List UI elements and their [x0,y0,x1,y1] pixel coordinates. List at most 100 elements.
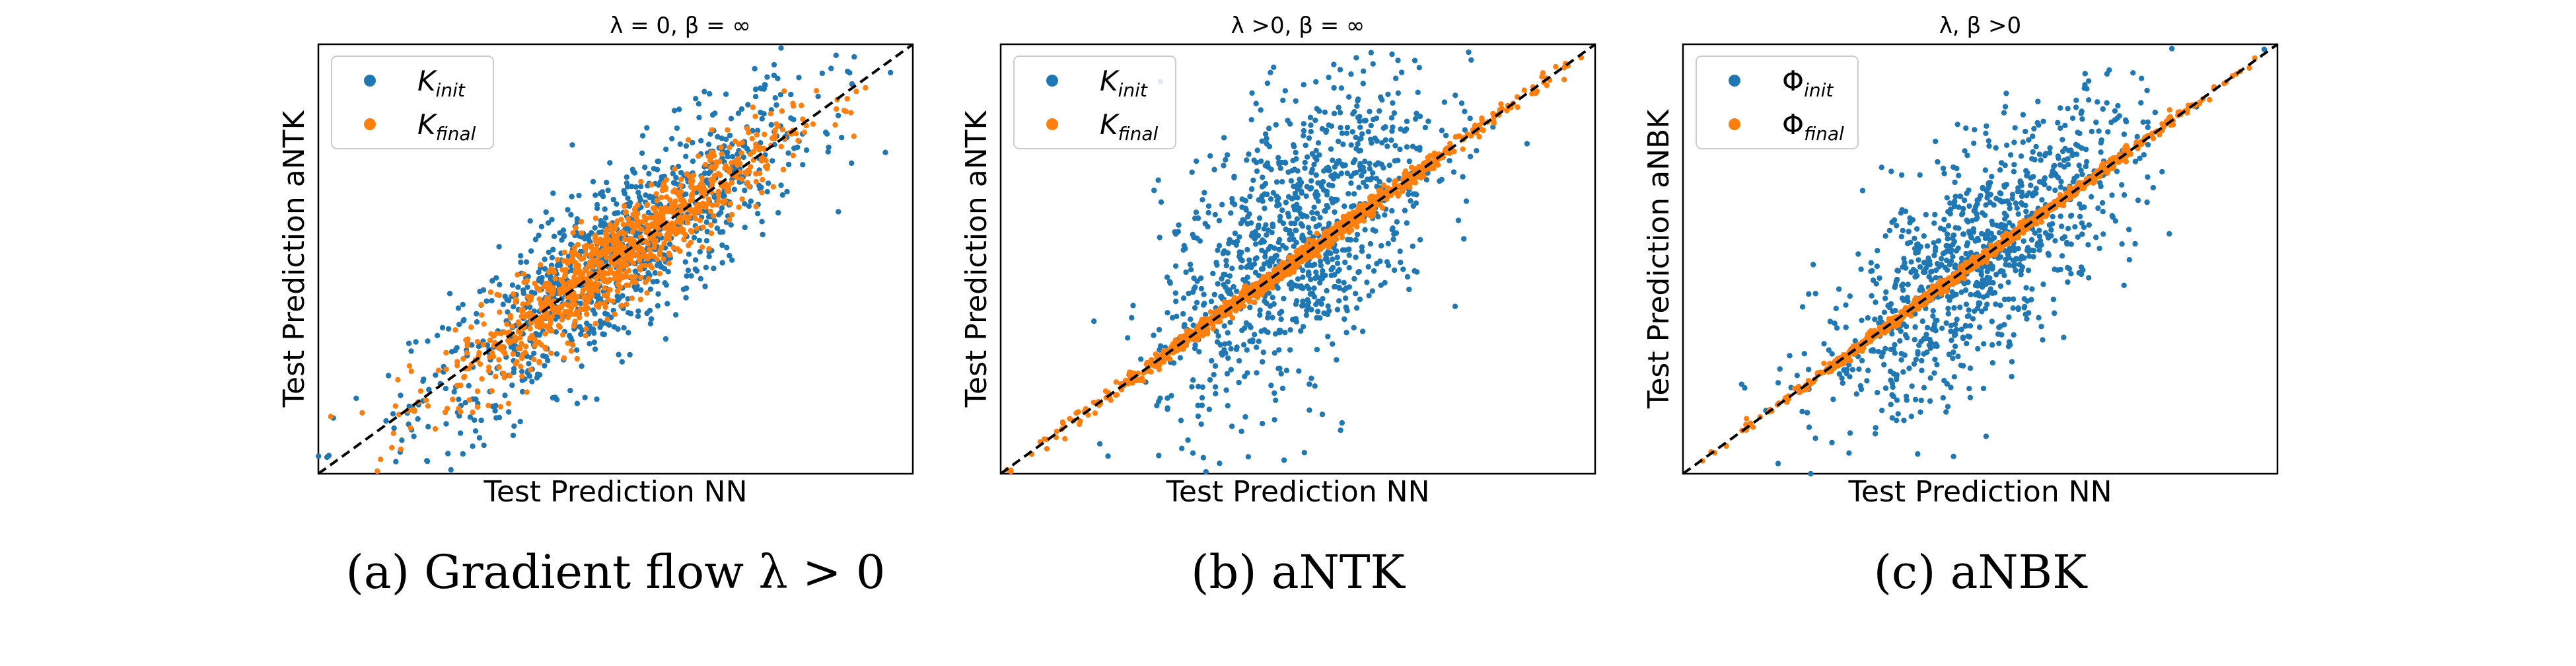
scatter-point-init [1158,199,1164,205]
scatter-point-final [565,340,571,346]
scatter-point-final [722,165,728,171]
scatter-point-final [623,209,629,215]
scatter-point-init [825,149,831,155]
scatter-point-final [1167,356,1173,362]
scatter-point-init [1919,367,1925,373]
scatter-point-init [1196,349,1202,355]
scatter-point-init [1808,470,1814,477]
scatter-point-init [1328,146,1334,152]
scatter-point-init [1351,324,1357,331]
scatter-point-init [1336,104,1342,110]
scatter-point-init [1883,289,1889,295]
scatter-point-init [1154,402,1160,409]
scatter-point-init [723,91,729,97]
scatter-point-init [2001,182,2007,188]
legend-label-init-a: K [417,65,438,97]
scatter-point-init [2057,184,2064,190]
scatter-point-final [705,196,712,202]
scatter-point-final [425,403,431,409]
scatter-point-final [1077,418,1083,424]
scatter-point-init [2075,143,2081,149]
scatter-point-init [2030,149,2036,155]
scatter-point-init [408,348,414,354]
scatter-point-init [1303,142,1308,149]
scatter-point-init [406,340,412,346]
scatter-point-init [1326,167,1332,174]
scatter-point-init [1390,100,1396,106]
scatter-point-final [762,146,768,153]
scatter-point-init [1361,68,1367,74]
scatter-point-init [1900,227,1906,234]
scatter-point-final [719,151,725,157]
scatter-point-init [1987,192,1993,198]
scatter-point-final [538,262,544,268]
scatter-point-final [489,388,495,394]
scatter-point-init [2106,67,2112,73]
scatter-point-init [1912,274,1918,280]
scatter-point-init [1172,290,1179,296]
scatter-point-init [1402,128,1408,133]
scatter-point-final [1476,133,1482,140]
scatter-point-init [1404,144,1410,150]
scatter-point-init [888,69,894,76]
scatter-point-init [1125,335,1131,341]
scatter-point-init [1894,374,1900,380]
scatter-point-init [1941,217,1947,223]
scatter-point-final [547,328,553,334]
scatter-point-init [1986,231,1991,237]
scatter-point-init [1261,226,1267,232]
scatter-point-init [1958,255,1965,262]
scatter-point-init [1964,152,1970,159]
y-axis-label-a: Test Prediction aNTK [277,110,311,408]
scatter-point-init [1919,318,1925,324]
scatter-point-init [1312,383,1318,389]
scatter-point-init [1242,205,1248,211]
scatter-point-final [636,257,643,264]
scatter-point-init [1306,381,1312,387]
scatter-point-init [1280,220,1287,227]
scatter-point-final [596,250,602,256]
scatter-point-init [1962,287,1969,293]
scatter-point-final [760,176,766,183]
scatter-point-init [1875,349,1882,355]
scatter-point-final [497,404,503,410]
scatter-point-init [2011,162,2017,168]
scatter-point-init [1192,284,1198,290]
scatter-point-init [2059,223,2065,229]
scatter-point-init [1386,163,1392,168]
scatter-point-final [649,182,655,188]
scatter-point-init [455,305,462,311]
scatter-point-init [1304,262,1310,268]
scatter-point-final [1161,357,1167,364]
scatter-point-final [561,355,567,361]
scatter-point-final [1062,435,1068,442]
scatter-point-init [1357,296,1363,303]
scatter-point-final [1504,108,1510,114]
scatter-point-init [1252,332,1258,338]
scatter-point-init [662,280,668,286]
scatter-point-init [1806,291,1812,297]
scatter-point-init [1195,413,1201,420]
scatter-point-final [702,161,709,168]
scatter-point-init [655,159,662,165]
scatter-point-init [2145,174,2151,180]
scatter-point-init [1225,355,1231,361]
scatter-point-final [613,236,620,242]
scatter-point-init [625,296,631,302]
scatter-point-init [1212,363,1219,369]
scatter-point-final [1285,254,1292,260]
scatter-point-init [711,266,717,272]
scatter-point-init [1353,237,1359,243]
scatter-point-final [739,196,745,202]
scatter-point-init [1787,353,1793,359]
scatter-point-init [2040,281,2046,287]
scatter-point-init [2034,242,2040,248]
scatter-point-final [1427,166,1434,172]
scatter-point-init [1293,156,1299,162]
scatter-point-final [749,135,756,141]
scatter-point-init [657,202,663,207]
scatter-point-init [1259,247,1265,254]
scatter-point-init [633,286,639,293]
scatter-point-init [2109,192,2115,198]
scatter-point-final [621,231,627,237]
